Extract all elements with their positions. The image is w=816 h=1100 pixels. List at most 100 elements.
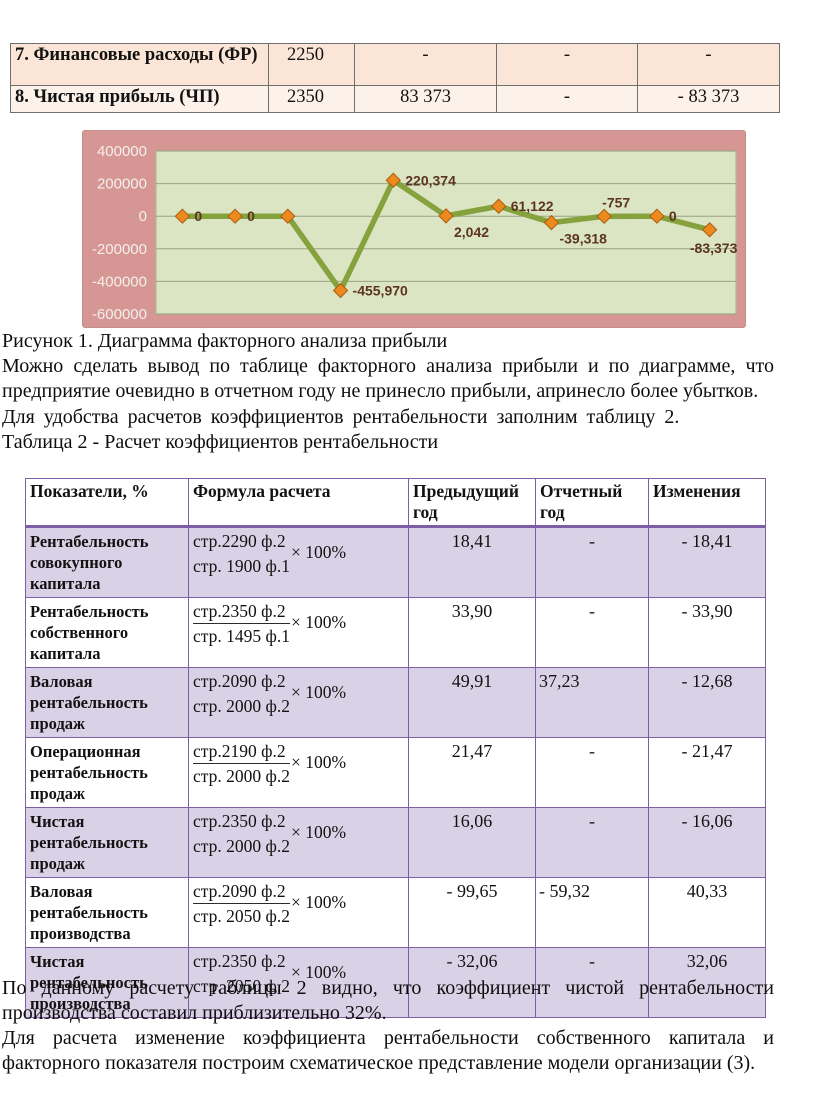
ratio-report-value: - [535, 947, 649, 1018]
indicator-report-value: - [496, 85, 638, 113]
ratio-report-value: - 59,32 [535, 877, 649, 948]
ratio-prev-value: - 32,06 [408, 947, 536, 1018]
data-point-label: -83,373 [690, 240, 738, 256]
y-tick-label: -200000 [92, 241, 147, 258]
data-point-label: 0 [247, 208, 255, 224]
data-point-marker [227, 208, 243, 224]
indicator-report-value: - [496, 43, 638, 86]
formula-numerator: стр.2090 ф.2 [193, 880, 290, 904]
ratio-report-value: 37,23 [535, 667, 649, 738]
ratio-report-value: - [535, 807, 649, 878]
formula-denominator: стр. 2050 ф.2 [193, 976, 290, 996]
header-row: Показатели, % Формула расчета Предыдущий… [25, 478, 766, 528]
formula-numerator: стр.2190 ф.2 [193, 740, 290, 764]
data-point-marker [491, 198, 507, 214]
y-tick-label: -400000 [92, 273, 147, 290]
ratio-formula: стр.2190 ф.2 стр. 2000 ф.2 × 100% [188, 737, 409, 808]
table-row: Валовая рентабельность продаж стр.2090 ф… [25, 667, 766, 738]
table2-title: Таблица 2 - Расчет коэффициентов рентабе… [2, 430, 439, 453]
text-block-top: Рисунок 1. Диаграмма факторного анализа … [2, 329, 774, 455]
header-formula: Формула расчета [188, 478, 409, 528]
formula-multiplier: × 100% [290, 541, 347, 562]
formula-multiplier: × 100% [290, 891, 347, 912]
ratio-formula: стр.2090 ф.2 стр. 2000 ф.2 × 100% [188, 667, 409, 738]
table-row: Чистая рентабельность продаж стр.2350 ф.… [25, 807, 766, 878]
data-point-label: -757 [602, 194, 630, 210]
header-changes: Изменения [648, 478, 766, 528]
ratio-report-value: - [535, 597, 649, 668]
ratio-prev-value: 49,91 [408, 667, 536, 738]
ratio-formula: стр.2350 ф.2 стр. 2000 ф.2 × 100% [188, 807, 409, 878]
table-row: 7. Финансовые расходы (ФР) 2250 - - - [10, 43, 780, 86]
formula-numerator: стр.2350 ф.2 [193, 600, 290, 624]
formula-fraction: стр.2190 ф.2 стр. 2000 ф.2 × 100% [193, 740, 406, 787]
table-row: Валовая рентабельность производства стр.… [25, 877, 766, 948]
ratio-change-value: 32,06 [648, 947, 766, 1018]
ratio-name: Чистая рентабельность производства [25, 947, 189, 1018]
ratio-prev-value: 33,90 [408, 597, 536, 668]
table-row: Рентабельность собственного капитала стр… [25, 597, 766, 668]
chart-canvas: 400000 200000 0 -200000 -400000 -600000 0 0 -455… [92, 143, 738, 323]
ratio-name: Операционная рентабельность продаж [25, 737, 189, 808]
data-point-label: 61,122 [511, 198, 554, 214]
formula-denominator: стр. 1900 ф.1 [193, 556, 290, 576]
indicator-code: 2250 [268, 43, 355, 86]
data-point-marker [385, 172, 401, 188]
data-point-marker [174, 208, 191, 224]
indicator-label: 8. Чистая прибыль (ЧП) [10, 85, 269, 113]
formula-multiplier: × 100% [290, 611, 347, 632]
ratio-report-value: - [535, 526, 649, 598]
paragraph-conclusion: Можно сделать вывод по таблице факторног… [2, 355, 774, 403]
ratio-formula: стр.2090 ф.2 стр. 2050 ф.2 × 100% [188, 877, 409, 948]
paragraph-result: По данному расчету таблицы 2 видно, что … [2, 977, 774, 1024]
indicator-prev-value: 83 373 [354, 85, 497, 113]
factor-analysis-chart: 400000 200000 0 -200000 -400000 -600000 0 0 -455… [82, 130, 746, 328]
y-tick-label: 0 [139, 208, 147, 225]
ratio-change-value: - 21,47 [648, 737, 766, 808]
table-row: 8. Чистая прибыль (ЧП) 2350 83 373 - - 8… [10, 85, 780, 113]
ratio-report-value: - [535, 737, 649, 808]
ratio-name: Валовая рентабельность продаж [25, 667, 189, 738]
ratio-name: Рентабельность собственного капитала [25, 597, 189, 668]
formula-denominator: стр. 1495 ф.1 [193, 626, 290, 646]
table-row: Операционная рентабельность продаж стр.2… [25, 737, 766, 808]
header-indicators: Показатели, % [25, 478, 189, 528]
formula-fraction: стр.2290 ф.2 стр. 1900 ф.1 × 100% [193, 530, 406, 577]
ratio-prev-value: 21,47 [408, 737, 536, 808]
formula-multiplier: × 100% [290, 961, 347, 982]
data-point-marker [332, 282, 349, 299]
text-block-bottom: По данному расчету таблицы 2 видно, что … [2, 976, 774, 1076]
formula-numerator: стр.2090 ф.2 [193, 671, 286, 691]
rentability-table: Показатели, % Формула расчета Предыдущий… [25, 478, 766, 1018]
data-point-marker [543, 214, 560, 231]
data-point-marker [438, 208, 454, 224]
indicator-prev-value: - [354, 43, 497, 86]
data-point-label: 0 [194, 208, 202, 224]
ratio-change-value: 40,33 [648, 877, 766, 948]
header-report-year: Отчетный год [535, 478, 649, 528]
data-point-marker [280, 208, 296, 224]
ratio-name: Валовая рентабельность производства [25, 877, 189, 948]
ratio-name: Рентабельность совокупного капитала [25, 526, 189, 598]
financial-indicators-table: 7. Финансовые расходы (ФР) 2250 - - - 8.… [10, 43, 780, 113]
formula-numerator: стр.2350 ф.2 [193, 951, 286, 971]
formula-fraction: стр.2090 ф.2 стр. 2050 ф.2 × 100% [193, 880, 406, 927]
plot-area [155, 150, 737, 315]
formula-denominator: стр. 2000 ф.2 [193, 766, 290, 786]
formula-fraction: стр.2350 ф.2 стр. 2000 ф.2 × 100% [193, 810, 406, 857]
data-point-label: -39,318 [559, 231, 607, 247]
ratio-change-value: - 18,41 [648, 526, 766, 598]
figure-caption: Рисунок 1. Диаграмма факторного анализа … [2, 330, 448, 352]
formula-multiplier: × 100% [290, 681, 347, 702]
indicator-label: 7. Финансовые расходы (ФР) [10, 43, 269, 86]
formula-multiplier: × 100% [290, 751, 347, 772]
ratio-name: Чистая рентабельность продаж [25, 807, 189, 878]
ratio-change-value: - 12,68 [648, 667, 766, 738]
data-point-label: -455,970 [353, 283, 408, 299]
formula-fraction: стр.2350 ф.2 стр. 2050 ф.2 × 100% [193, 950, 406, 997]
formula-numerator: стр.2290 ф.2 [193, 531, 286, 551]
data-point-label: 2,042 [454, 224, 489, 240]
ratio-change-value: - 16,06 [648, 807, 766, 878]
indicator-change-value: - [637, 43, 780, 86]
